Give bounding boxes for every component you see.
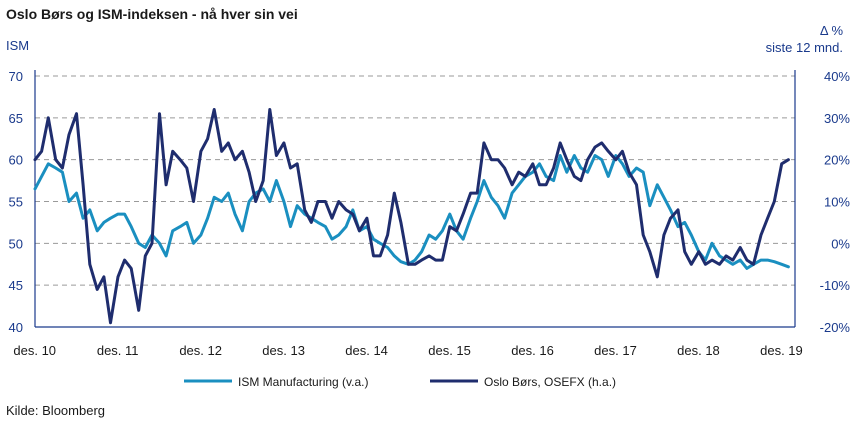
right-tick-label: 0%: [831, 236, 850, 251]
right-tick-label: -20%: [820, 320, 851, 335]
right-axis-title-line2: siste 12 mnd.: [766, 40, 843, 55]
legend-label-osefx: Oslo Børs, OSEFX (h.a.): [484, 375, 616, 389]
series: [33, 108, 790, 325]
x-tick-label: des. 16: [511, 343, 554, 358]
left-tick-label: 60: [9, 153, 23, 168]
x-tick-label: des. 18: [677, 343, 720, 358]
series-line-ism: [33, 154, 790, 270]
x-tick-label: des. 13: [262, 343, 305, 358]
right-tick-label: -10%: [820, 278, 851, 293]
x-tick-label: des. 19: [760, 343, 803, 358]
legend-label-ism: ISM Manufacturing (v.a.): [238, 375, 369, 389]
right-axis-title-line1: Δ %: [820, 23, 844, 38]
legend: ISM Manufacturing (v.a.) Oslo Børs, OSEF…: [184, 375, 616, 389]
x-tick-label: des. 12: [179, 343, 222, 358]
left-tick-label: 55: [9, 195, 23, 210]
x-tick-label: des. 10: [13, 343, 56, 358]
x-tick-label: des. 17: [594, 343, 637, 358]
x-tick-label: des. 14: [345, 343, 388, 358]
grid: [35, 75, 795, 286]
left-tick-label: 40: [9, 320, 23, 335]
left-axis-title: ISM: [6, 38, 29, 53]
x-tick-label: des. 11: [97, 343, 139, 358]
series-line-osefx: [33, 108, 790, 325]
left-tick-label: 70: [9, 69, 23, 84]
source-note: Kilde: Bloomberg: [6, 403, 105, 418]
right-tick-label: 10%: [824, 195, 850, 210]
left-tick-label: 50: [9, 236, 23, 251]
right-tick-label: 30%: [824, 111, 850, 126]
axes: 40 45 50 55 60 65 70 -20% -10% 0% 10% 20% 30% 40% des.…: [9, 69, 851, 358]
left-tick-label: 65: [9, 111, 23, 126]
chart-title: Oslo Børs og ISM-indeksen - nå hver sin …: [6, 6, 298, 22]
x-tick-label: des. 15: [428, 343, 471, 358]
right-tick-label: 40%: [824, 69, 850, 84]
right-tick-label: 20%: [824, 153, 850, 168]
left-tick-label: 45: [9, 278, 23, 293]
